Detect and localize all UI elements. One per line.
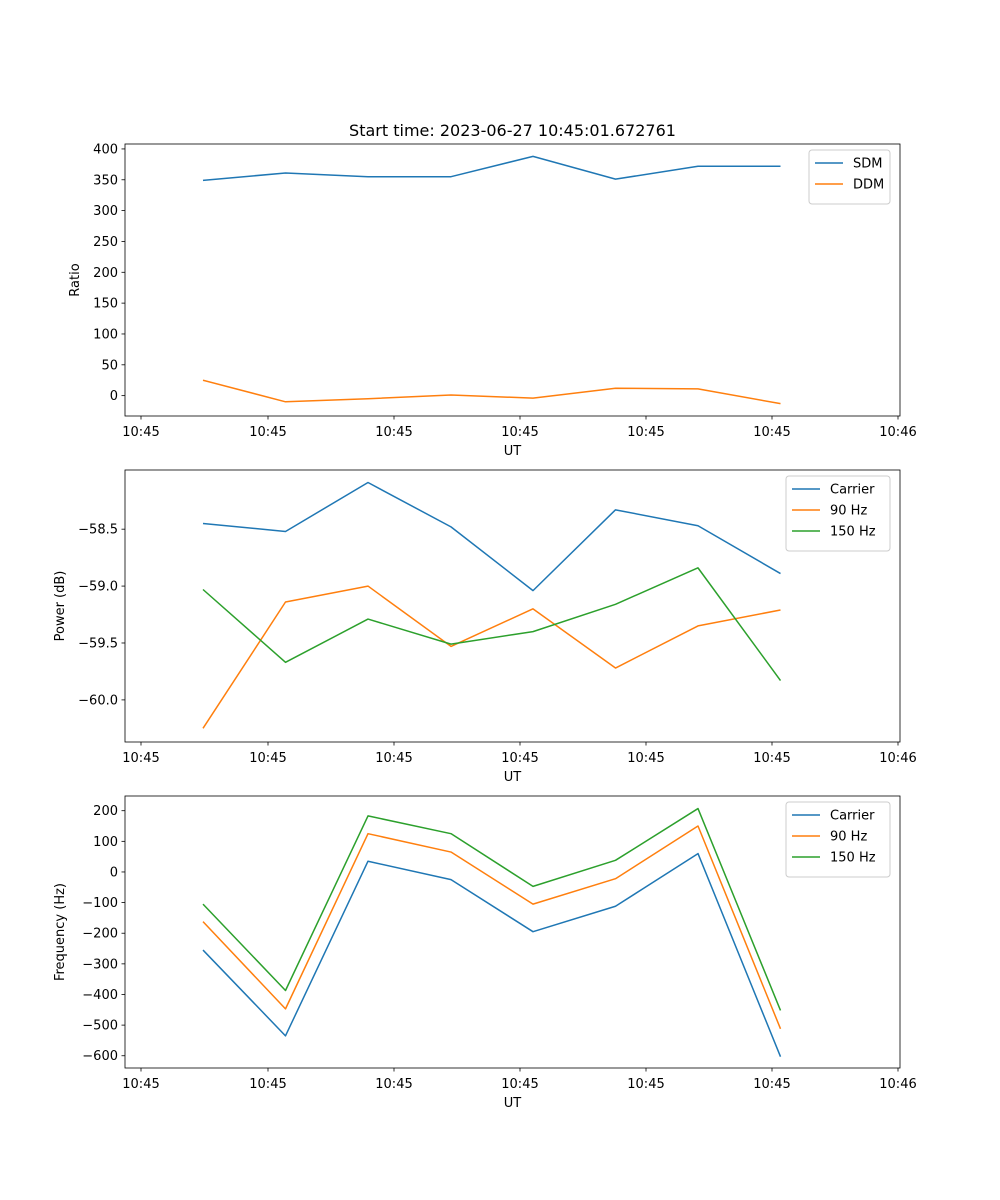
- y-tick-label: −600: [82, 1049, 118, 1064]
- x-tick-label: 10:45: [753, 751, 790, 766]
- x-tick-label: 10:45: [753, 425, 790, 440]
- y-tick-label: 400: [93, 142, 118, 157]
- legend: Carrier 90 Hz 150 Hz: [785, 801, 891, 878]
- y-tick-label: 350: [93, 173, 118, 188]
- x-tick-label: 10:45: [627, 425, 664, 440]
- x-tick-label: 10:45: [122, 751, 159, 766]
- y-tick-label: 200: [93, 266, 118, 281]
- y-tick-label: 50: [101, 358, 118, 373]
- legend-label: Carrier: [830, 483, 875, 498]
- series-line-carrier: [202, 852, 782, 1057]
- panels: 0 50 100 150 200 250 300 350 400 10:45 10:45 10:45 1…: [53, 142, 917, 1111]
- series-line-150-hz: [202, 807, 782, 1011]
- x-tick-label: 10:45: [249, 425, 286, 440]
- axes-frame: [124, 469, 901, 743]
- series-line-carrier: [202, 481, 781, 592]
- legend-label: 90 Hz: [830, 504, 867, 519]
- x-axis-label: UT: [504, 444, 522, 459]
- y-tick-label: 100: [93, 327, 118, 342]
- legend-label: SDM: [853, 157, 882, 172]
- chart-panel-3: −600 −500 −400 −300 −200 −100 0 100 200 10:45 10:4…: [53, 795, 917, 1111]
- x-axis-label: UT: [504, 1096, 522, 1111]
- y-tick-label: 150: [93, 297, 118, 312]
- y-tick-label: 250: [93, 235, 118, 250]
- x-tick-label: 10:45: [627, 751, 664, 766]
- y-axis-label: Ratio: [68, 263, 83, 296]
- x-tick-label: 10:45: [627, 1077, 664, 1092]
- legend-label: DDM: [853, 178, 884, 193]
- y-tick-label: −59.5: [78, 636, 118, 651]
- legend: Carrier 90 Hz 150 Hz: [785, 475, 891, 552]
- y-tick-label: −200: [82, 927, 118, 942]
- series-line-90-hz: [202, 585, 781, 729]
- y-tick-label: 0: [110, 389, 118, 404]
- y-tick-label: −58.5: [78, 523, 118, 538]
- legend-label: 150 Hz: [830, 851, 876, 866]
- x-tick-label: 10:45: [249, 751, 286, 766]
- series-line-150-hz: [202, 567, 782, 681]
- y-tick-label: −100: [82, 896, 118, 911]
- legend: SDM DDM: [808, 149, 891, 205]
- figure-title: Start time: 2023-06-27 10:45:01.672761: [349, 121, 676, 140]
- x-tick-label: 10:45: [122, 425, 159, 440]
- legend-label: 150 Hz: [830, 525, 876, 540]
- y-tick-label: 200: [93, 804, 118, 819]
- x-tick-label: 10:45: [501, 425, 538, 440]
- series-line-sdm: [202, 155, 781, 182]
- y-tick-label: −59.0: [78, 580, 118, 595]
- y-tick-label: −400: [82, 988, 118, 1003]
- x-axis-label: UT: [504, 770, 522, 785]
- y-tick-label: 300: [93, 204, 118, 219]
- chart-panel-1: 0 50 100 150 200 250 300 350 400 10:45 10:45 10:45 1…: [68, 142, 917, 459]
- x-tick-label: 10:45: [375, 425, 412, 440]
- y-tick-label: 0: [110, 865, 118, 880]
- x-tick-label: 10:45: [753, 1077, 790, 1092]
- x-tick-label: 10:46: [879, 751, 916, 766]
- x-tick-label: 10:45: [249, 1077, 286, 1092]
- y-tick-label: −500: [82, 1019, 118, 1034]
- y-tick-label: 100: [93, 835, 118, 850]
- x-tick-label: 10:46: [879, 1077, 916, 1092]
- y-axis-label: Frequency (Hz): [53, 883, 68, 981]
- x-tick-label: 10:45: [375, 1077, 412, 1092]
- x-tick-label: 10:45: [375, 751, 412, 766]
- x-tick-label: 10:45: [501, 751, 538, 766]
- legend-box: [785, 801, 891, 878]
- x-tick-label: 10:45: [501, 1077, 538, 1092]
- x-tick-label: 10:46: [879, 425, 916, 440]
- series-line-90-hz: [202, 825, 782, 1030]
- legend-label: Carrier: [830, 809, 875, 824]
- axes-frame: [124, 795, 901, 1069]
- y-tick-label: −300: [82, 957, 118, 972]
- axes-frame: [124, 143, 901, 417]
- legend-box: [785, 475, 891, 552]
- y-axis-label: Power (dB): [53, 571, 68, 642]
- series-line-ddm: [202, 379, 781, 405]
- x-tick-label: 10:45: [122, 1077, 159, 1092]
- legend-label: 90 Hz: [830, 830, 867, 845]
- chart-panel-2: −60.0 −59.5 −59.0 −58.5 10:45 10:45 10:45 10:45…: [53, 469, 917, 785]
- y-tick-label: −60.0: [78, 693, 118, 708]
